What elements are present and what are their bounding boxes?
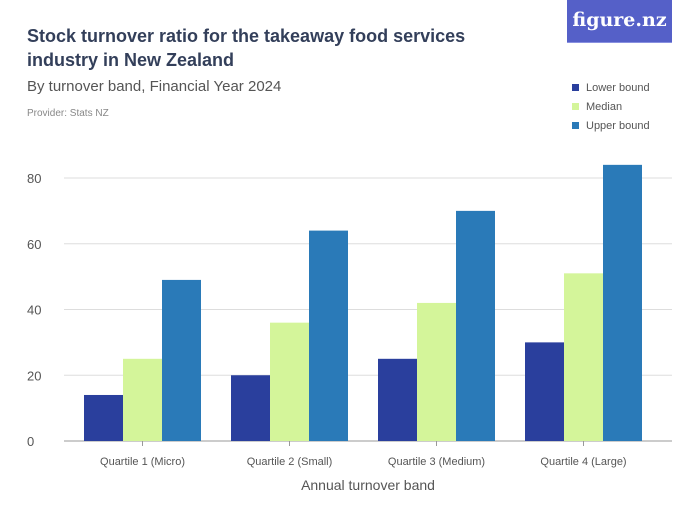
y-tick-label: 60 [27,237,41,252]
figure-nz-logo[interactable]: figure.nz [567,0,672,43]
y-tick-label: 20 [27,368,41,383]
bar[interactable] [123,358,162,441]
bar[interactable] [309,230,348,441]
legend-item: Median [572,97,650,116]
chart-title: Stock turnover ratio for the takeaway fo… [27,26,466,70]
bar[interactable] [270,322,309,441]
bar[interactable] [525,342,564,441]
bar[interactable] [456,210,495,441]
legend-swatch [572,103,579,110]
legend-label: Lower bound [586,81,650,94]
x-tick-label: Quartile 3 (Medium) [388,456,485,468]
legend-label: Median [586,100,623,113]
y-tick-label: 80 [27,171,41,186]
bar[interactable] [417,302,456,441]
x-tick-label: Quartile 2 (Small) [247,456,333,468]
bar[interactable] [84,394,123,441]
chart-subtitle: By turnover band, Financial Year 2024 [27,78,282,95]
legend-swatch [572,122,579,129]
bar[interactable] [231,375,270,441]
provider: Provider: Stats NZ [27,108,109,119]
legend-item: Lower bound [572,78,650,97]
bar[interactable] [564,273,603,441]
legend-swatch [572,84,579,91]
bar[interactable] [603,164,642,441]
legend-item: Upper bound [572,116,650,135]
x-tick-label: Quartile 1 (Micro) [100,456,185,468]
y-tick-label: 0 [27,434,34,449]
bar[interactable] [378,358,417,441]
legend-label: Upper bound [586,119,650,132]
x-tick-label: Quartile 4 (Large) [540,456,626,468]
x-axis-label: Annual turnover band [301,477,435,493]
y-tick-label: 40 [27,303,41,318]
bar[interactable] [162,279,201,441]
legend: Lower bound Median Upper bound [572,78,650,135]
